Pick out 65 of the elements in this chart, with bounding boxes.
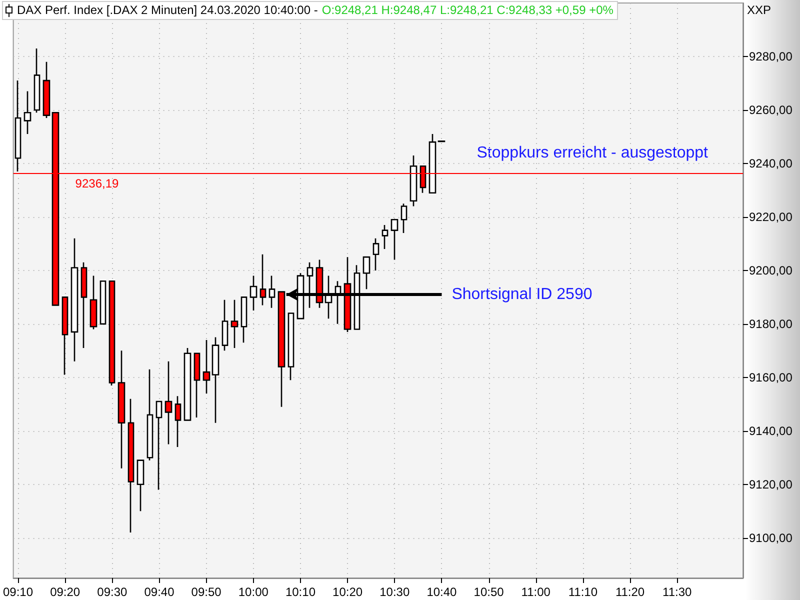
x-tick-label: 09:20 (50, 585, 80, 599)
candlestick (128, 398, 134, 534)
candlestick (62, 296, 68, 376)
candlestick (90, 275, 98, 330)
x-tick-label: 09:40 (144, 585, 175, 599)
y-tick-label: 9100,00 (749, 530, 793, 545)
x-tick-label: 11:20 (615, 585, 645, 599)
y-tick-label: 9180,00 (749, 316, 793, 331)
y-tick-label: 9140,00 (749, 424, 793, 438)
candlestick (80, 262, 88, 349)
candlestick (34, 48, 40, 114)
x-tick-label: 10:20 (332, 585, 363, 599)
x-tick-label: 09:30 (97, 585, 128, 599)
candlestick (136, 460, 144, 512)
candlestick (212, 336, 220, 424)
candlestick (184, 347, 192, 421)
candlestick (164, 360, 172, 445)
candlestick (24, 90, 32, 135)
x-tick-label: 10:10 (285, 585, 316, 599)
chart-subtitle: O:9248,21 H:9248,47 L:9248,21 C:9248,33 +0,59 +0% (322, 2, 614, 19)
y-tick-label: 9240,00 (749, 156, 793, 170)
y-tick-label: 9200,00 (749, 263, 793, 278)
candlestick (156, 400, 162, 490)
y-tick-label: 9160,00 (749, 370, 793, 384)
candlestick (194, 352, 200, 418)
chart-title: DAX Perf. Index [.DAX 2 Minuten] 24.03.2020 10:40:00 - (17, 2, 318, 19)
candlestick (240, 296, 248, 344)
candlestick (390, 218, 398, 260)
y-tick-label: 9280,00 (749, 49, 793, 64)
x-tick-label: 09:10 (3, 585, 34, 599)
candlestick (230, 299, 238, 349)
candlestick (428, 133, 436, 194)
candlestick (108, 280, 116, 386)
candlestick (372, 238, 380, 272)
candlestick (222, 299, 228, 352)
candlestick (42, 61, 50, 119)
x-tick-label: 10:50 (474, 585, 504, 599)
candlestick (250, 275, 258, 312)
candlestick (400, 202, 408, 234)
annotation: Shortsignal ID 2590 (452, 286, 592, 304)
candlestick (118, 350, 126, 469)
x-tick-label: 11:00 (521, 585, 551, 599)
annotation: Stoppkurs erreicht - ausgestoppt (476, 144, 709, 162)
candlestick (410, 154, 418, 207)
x-tick-label: 10:00 (238, 585, 269, 599)
text: XXP (747, 3, 772, 17)
candlestick (174, 395, 182, 448)
candlestick (288, 312, 294, 381)
candlestick (268, 275, 276, 309)
ref-line-label: 9236,19 (75, 176, 120, 191)
candlestick (100, 280, 106, 325)
candlestick (70, 238, 78, 362)
x-tick-label: 09:50 (191, 585, 222, 599)
x-tick-label: 10:30 (380, 585, 410, 599)
candlestick (146, 368, 154, 461)
candlestick (202, 339, 210, 394)
candlestick (260, 254, 266, 306)
x-tick-label: 11:30 (662, 585, 692, 599)
candlestick (382, 224, 388, 250)
y-tick-label: 9120,00 (749, 477, 793, 492)
x-tick-label: 10:40 (426, 585, 458, 599)
candlestick (362, 256, 370, 290)
y-tick-label: 9260,00 (749, 102, 793, 117)
y-tick-label: 9220,00 (749, 210, 793, 224)
x-tick-label: 11:10 (568, 585, 598, 599)
